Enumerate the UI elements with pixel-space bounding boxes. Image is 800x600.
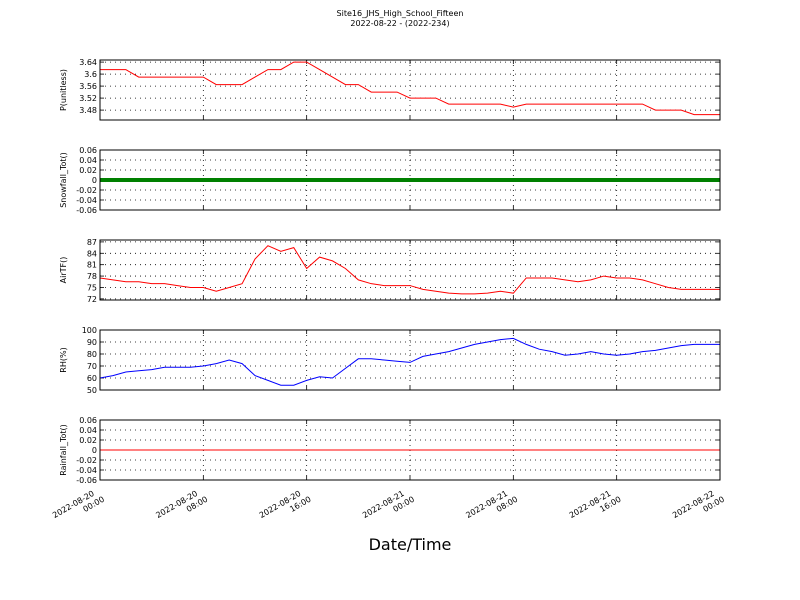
y-tick-label: 75 — [87, 283, 97, 292]
y-tick-label: 0.04 — [79, 426, 97, 435]
y-tick-label: 3.52 — [79, 94, 97, 103]
y-tick-label: 3.64 — [79, 58, 97, 67]
y-tick-label: 0.04 — [79, 156, 97, 165]
plot-frame — [99, 329, 721, 391]
y-tick-label: -0.02 — [76, 186, 97, 195]
y-tick-label: 3.48 — [79, 106, 97, 115]
y-tick-label: 84 — [87, 249, 97, 258]
y-tick-label: 72 — [87, 295, 97, 304]
y-tick-label: 100 — [82, 326, 97, 335]
y-tick-label: 0.06 — [79, 416, 97, 425]
x-tick-label: 2022-08-2108:00 — [464, 486, 519, 529]
y-tick-label: 0 — [92, 176, 97, 185]
y-tick-label: 70 — [87, 362, 97, 371]
plot-frame — [99, 59, 721, 121]
plot-frame — [99, 419, 721, 481]
data-line — [99, 337, 720, 386]
y-tick-label: 81 — [87, 261, 97, 270]
y-tick-label: -0.06 — [76, 206, 97, 215]
y-tick-label: 0.02 — [79, 436, 97, 445]
x-tick-label: 2022-08-2100:00 — [361, 486, 416, 529]
y-tick-label: 0.02 — [79, 166, 97, 175]
y-tick-label: -0.04 — [76, 466, 97, 475]
y-axis-label: P(unitless) — [59, 69, 68, 111]
y-tick-label: 60 — [87, 374, 97, 383]
y-tick-label: 80 — [87, 350, 97, 359]
x-tick-label: 2022-08-2016:00 — [258, 486, 313, 529]
y-tick-label: 3.6 — [84, 70, 97, 79]
y-tick-label: 50 — [87, 386, 97, 395]
y-axis-label: AirTF() — [59, 257, 68, 284]
y-axis-label: Snowfall_Tot() — [59, 152, 68, 208]
plot-frame — [99, 149, 721, 211]
y-tick-label: 3.56 — [79, 82, 97, 91]
y-tick-label: -0.06 — [76, 476, 97, 485]
y-tick-label: 0.06 — [79, 146, 97, 155]
figure-subtitle: 2022-08-22 - (2022-234) — [350, 19, 449, 28]
x-tick-label: 2022-08-2000:00 — [51, 486, 106, 529]
x-tick-label: 2022-08-2008:00 — [154, 486, 209, 529]
y-axis-label: Rainfall_Tot() — [59, 424, 68, 476]
x-tick-label: 2022-08-2200:00 — [671, 486, 726, 529]
y-tick-label: 87 — [87, 238, 97, 247]
data-line — [99, 245, 720, 295]
plot-frame — [99, 239, 721, 301]
y-tick-label: 78 — [87, 272, 97, 281]
y-axis-label: RH(%) — [59, 347, 68, 372]
y-tick-label: 90 — [87, 338, 97, 347]
y-tick-label: -0.02 — [76, 456, 97, 465]
y-tick-label: 0 — [92, 446, 97, 455]
x-tick-label: 2022-08-2116:00 — [568, 486, 623, 529]
x-axis-label: Date/Time — [369, 535, 452, 554]
y-tick-label: -0.04 — [76, 196, 97, 205]
figure-title: Site16_JHS_High_School_Fifteen — [337, 9, 464, 18]
data-line — [100, 61, 720, 116]
